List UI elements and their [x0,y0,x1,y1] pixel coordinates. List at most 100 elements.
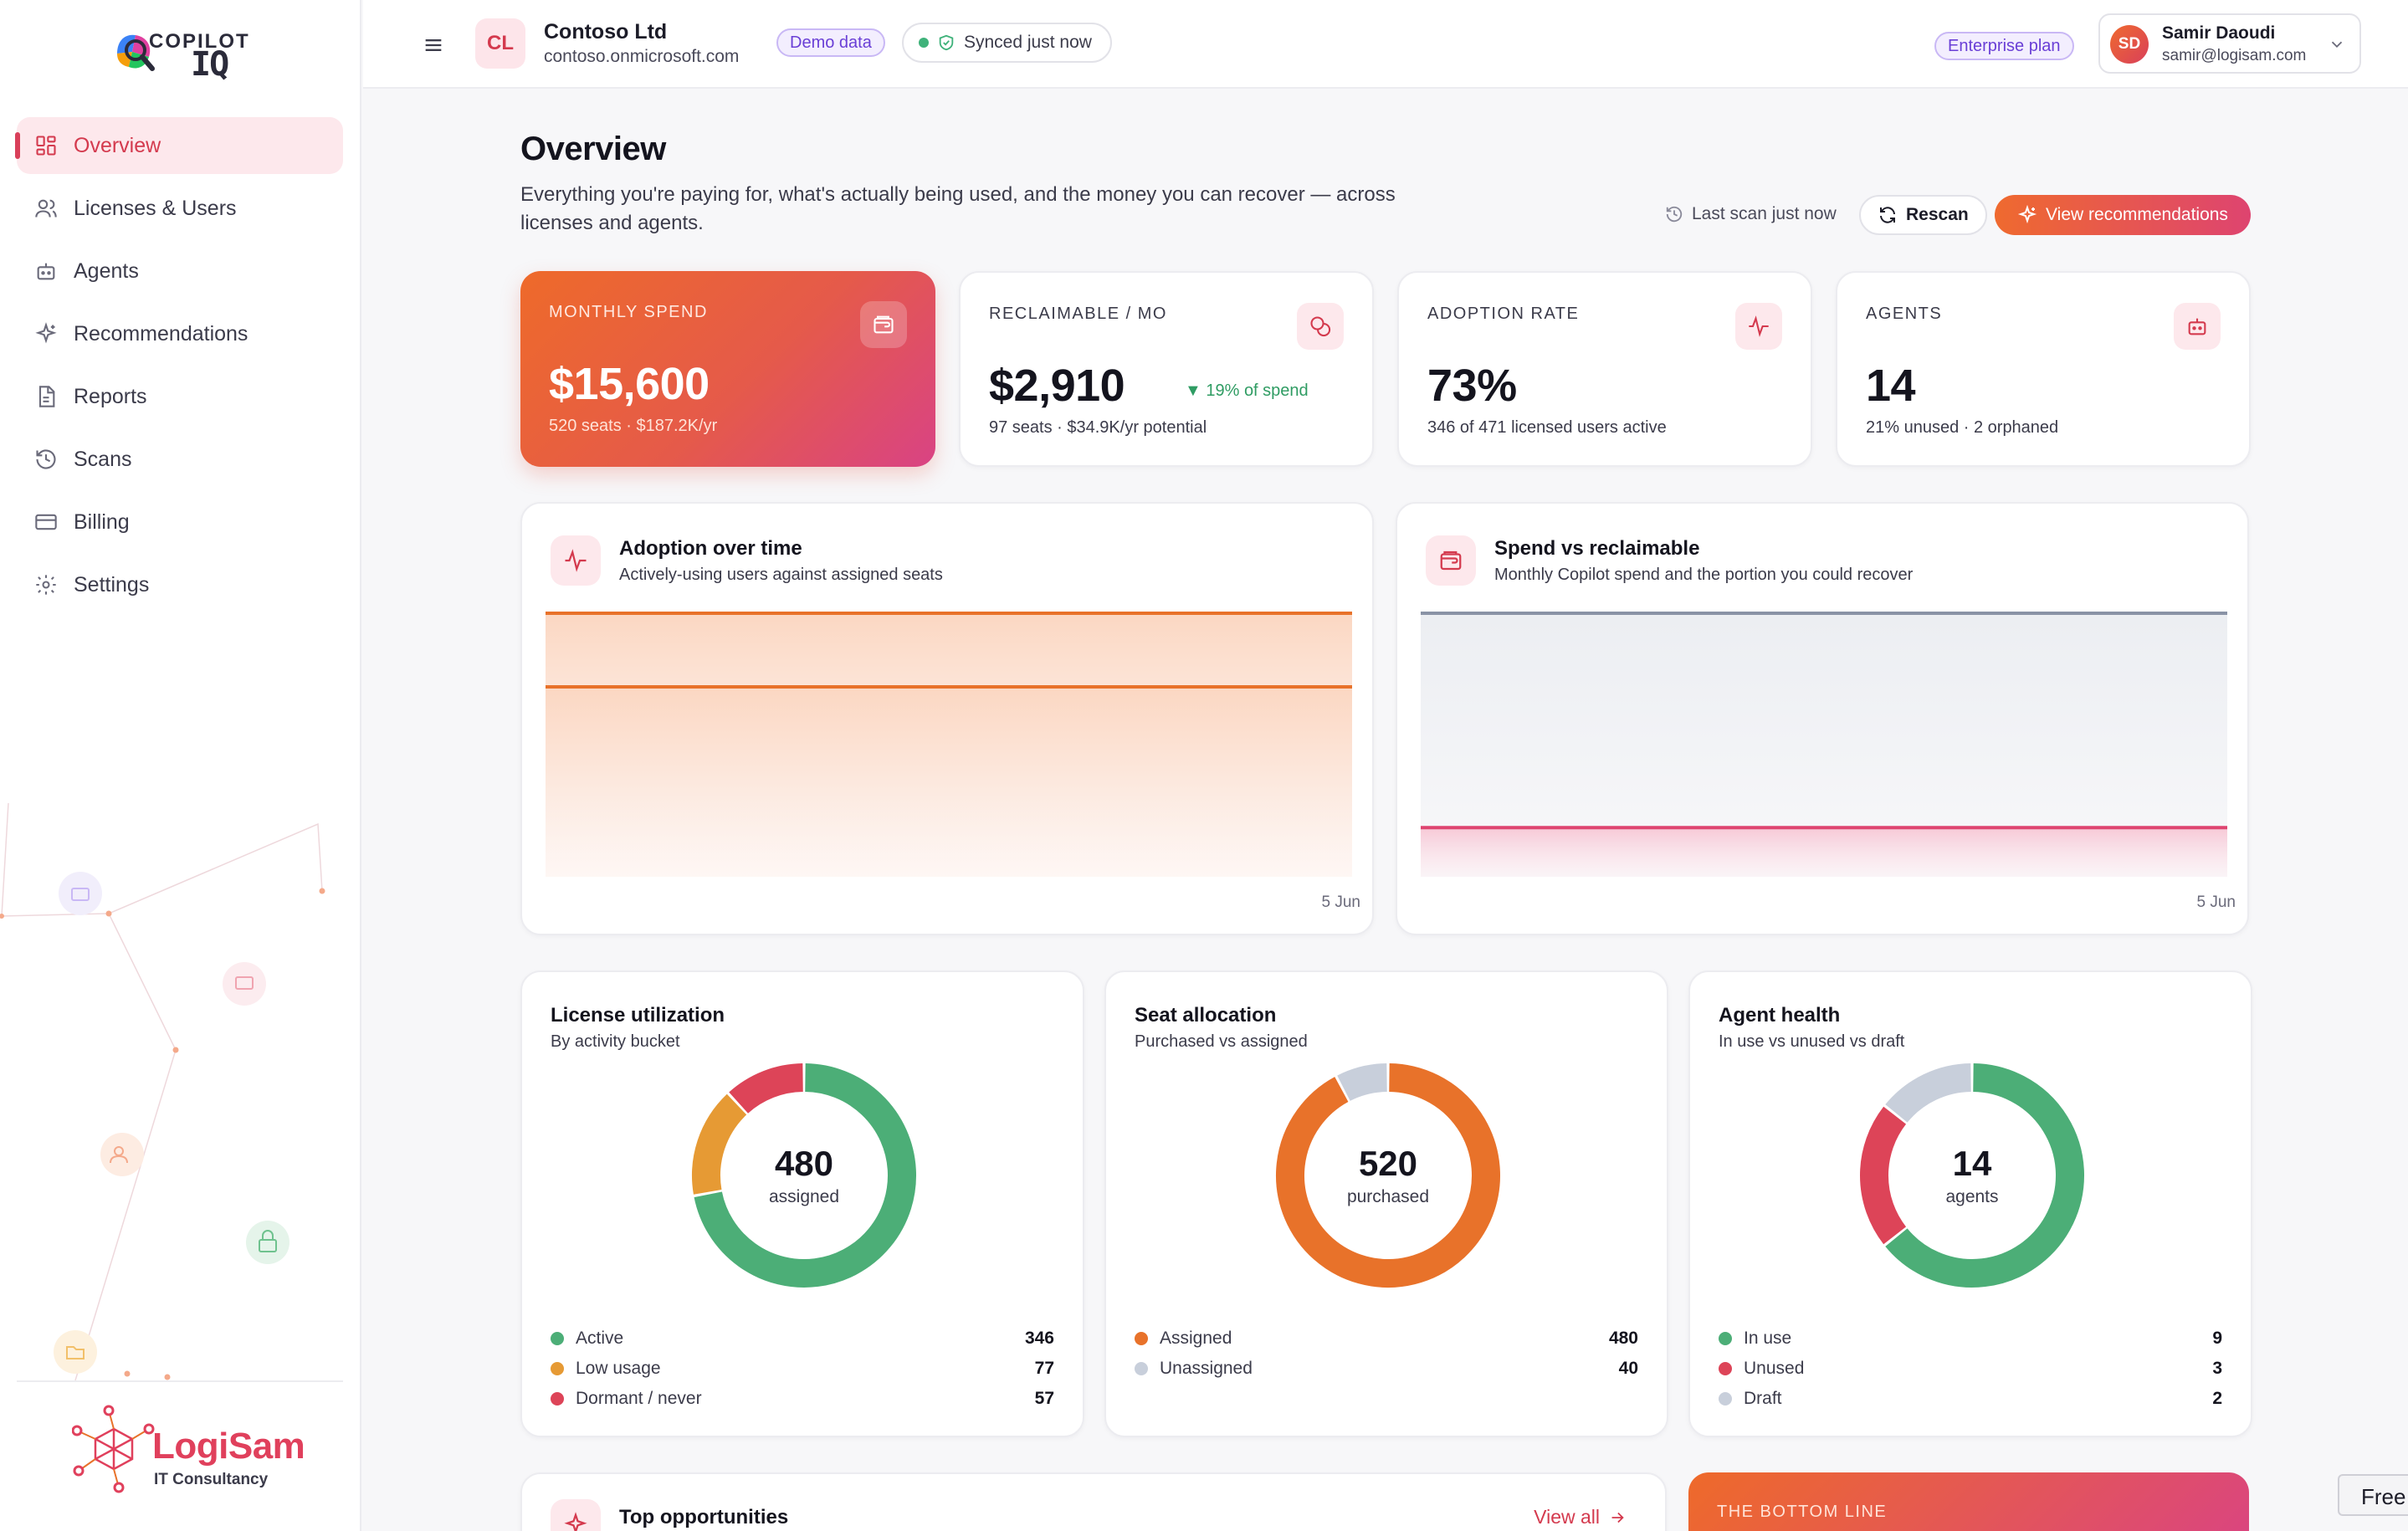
donut-center: 520 purchased [1275,1062,1501,1288]
card-title: License utilization [551,1004,725,1027]
logisam-network-icon [72,1405,155,1493]
history-icon [1666,206,1683,223]
donut-total: 520 [1358,1144,1418,1183]
document-icon [33,384,59,409]
adoption-chart-card: Adoption over time Actively-using users … [520,502,1374,935]
card-title: Top opportunities [619,1506,789,1528]
top-opportunities-card: Top opportunities View all [520,1472,1667,1531]
view-recommendations-button[interactable]: View recommendations [1995,195,2251,235]
sidebar-item-settings[interactable]: Settings [17,556,343,613]
copilot-logo-icon [117,34,155,71]
kpi-adoption-rate[interactable]: ADOPTION RATE 73% 346 of 471 licensed us… [1397,271,1812,467]
brand-logo[interactable]: COPILOT IQ [110,25,253,84]
card-title: Spend vs reclaimable [1494,537,1700,560]
coins-icon [1297,303,1344,350]
legend-label: Draft [1744,1389,1782,1408]
donut-slice-in-use [1885,1063,2084,1288]
card-title: Adoption over time [619,537,802,560]
legend-swatch [1135,1362,1148,1375]
shield-check-icon [939,34,954,51]
legend-item-unused: Unused 3 [1719,1354,2222,1384]
license-utilization-donut[interactable] [691,1062,917,1288]
sidebar-item-billing[interactable]: Billing [17,494,343,550]
bot-icon [33,259,59,284]
card-title: Seat allocation [1135,1004,1277,1027]
legend-item-dormant: Dormant / never 57 [551,1384,1054,1414]
legend-item-assigned: Assigned 480 [1135,1324,1638,1354]
sidebar-item-label: Billing [74,509,130,534]
agent-health-card: Agent health In use vs unused vs draft 1… [1688,970,2252,1437]
avatar: SD [2110,25,2149,64]
sidebar-item-overview[interactable]: Overview [15,117,343,174]
chart-legend: Active 346 Low usage 77 Dormant / never … [551,1324,1054,1414]
donut-slice-unassigned [1337,1063,1388,1102]
kpi-reclaimable[interactable]: RECLAIMABLE / MO $2,910 ▼ 19% of spend 9… [959,271,1374,467]
sidebar-item-scans[interactable]: Scans [17,431,343,488]
donut-unit: purchased [1346,1187,1430,1206]
kpi-value: 73% [1427,361,1517,411]
donut-unit: assigned [768,1187,840,1206]
view-all-link[interactable]: View all [1534,1506,1627,1528]
legend-label: Unused [1744,1359,1805,1378]
chevron-down-icon [2331,41,2343,49]
sidebar-item-reports[interactable]: Reports [17,368,343,425]
legend-item-low-usage: Low usage 77 [551,1354,1054,1384]
sidebar-item-label: Overview [74,133,161,157]
legend-swatch [1719,1362,1732,1375]
seat-allocation-card: Seat allocation Purchased vs assigned 52… [1104,970,1668,1437]
kpi-value: $2,910 [989,361,1125,411]
view-all-label: View all [1534,1506,1600,1528]
donut-slice-assigned [1276,1063,1500,1288]
kpi-agents[interactable]: AGENTS 14 21% unused · 2 orphaned [1836,271,2251,467]
donut-center: 480 assigned [691,1062,917,1288]
logisam-tagline: IT Consultancy [154,1471,269,1488]
kpi-subtext: 346 of 471 licensed users active [1427,418,1667,437]
legend-value: 77 [1034,1359,1054,1378]
card-subtitle: In use vs unused vs draft [1719,1032,1905,1051]
kpi-monthly-spend[interactable]: MONTHLY SPEND $15,600 520 seats · $187.2… [520,271,935,467]
sidebar-item-recommendations[interactable]: Recommendations [17,305,343,362]
kpi-value: 14 [1866,361,1916,411]
credit-card-icon [33,509,59,535]
donut-slice-draft [1885,1063,1972,1124]
x-axis-tick-label: 5 Jun [2196,894,2236,911]
activity-icon [551,535,601,586]
tenant-avatar[interactable]: CL [475,18,525,69]
legend-value: 2 [2212,1389,2222,1408]
menu-toggle-button[interactable] [417,28,450,62]
sidebar-nav: Overview Licenses & Users Agents Recomme… [15,117,343,619]
sidebar-item-licenses-users[interactable]: Licenses & Users [17,180,343,237]
activity-icon [1735,303,1782,350]
seat-allocation-donut[interactable] [1275,1062,1501,1288]
adoption-area-chart[interactable] [546,611,1352,877]
sync-status-text: Synced just now [964,33,1092,52]
legend-value: 3 [2212,1359,2222,1378]
user-name: Samir Daoudi [2162,23,2276,43]
sidebar: COPILOT IQ Overview Licenses & Users Age… [0,0,361,1531]
donut-unit: agents [1945,1187,1999,1206]
sidebar-item-label: Agents [74,259,139,283]
card-subtitle: Monthly Copilot spend and the portion yo… [1494,566,1914,584]
agent-health-donut[interactable] [1859,1062,2085,1288]
donut-total: 480 [774,1144,834,1183]
chart-legend: Assigned 480 Unassigned 40 [1135,1324,1638,1384]
sync-status-pill[interactable]: Synced just now [902,23,1112,63]
kpi-delta: ▼ 19% of spend [1185,381,1309,400]
spend-area-chart[interactable] [1421,611,2227,877]
rescan-button[interactable]: Rescan [1859,195,1987,235]
sidebar-item-agents[interactable]: Agents [17,243,343,300]
user-menu[interactable]: SD Samir Daoudi samir@logisam.com [2098,13,2361,74]
free-tab[interactable]: Free [2338,1474,2408,1516]
donut-total: 14 [1952,1144,1992,1183]
bot-icon [2174,303,2221,350]
license-utilization-card: License utilization By activity bucket 4… [520,970,1084,1437]
page-title: Overview [520,131,666,167]
logisam-logo[interactable]: LogiSam IT Consultancy [72,1404,323,1504]
legend-item-in-use: In use 9 [1719,1324,2222,1354]
kpi-subtext: 520 seats · $187.2K/yr [549,417,718,435]
legend-item-active: Active 346 [551,1324,1054,1354]
donut-slice-active [694,1063,916,1288]
users-icon [33,196,59,221]
brand-name-iq: IQ [191,45,229,84]
legend-item-draft: Draft 2 [1719,1384,2222,1414]
